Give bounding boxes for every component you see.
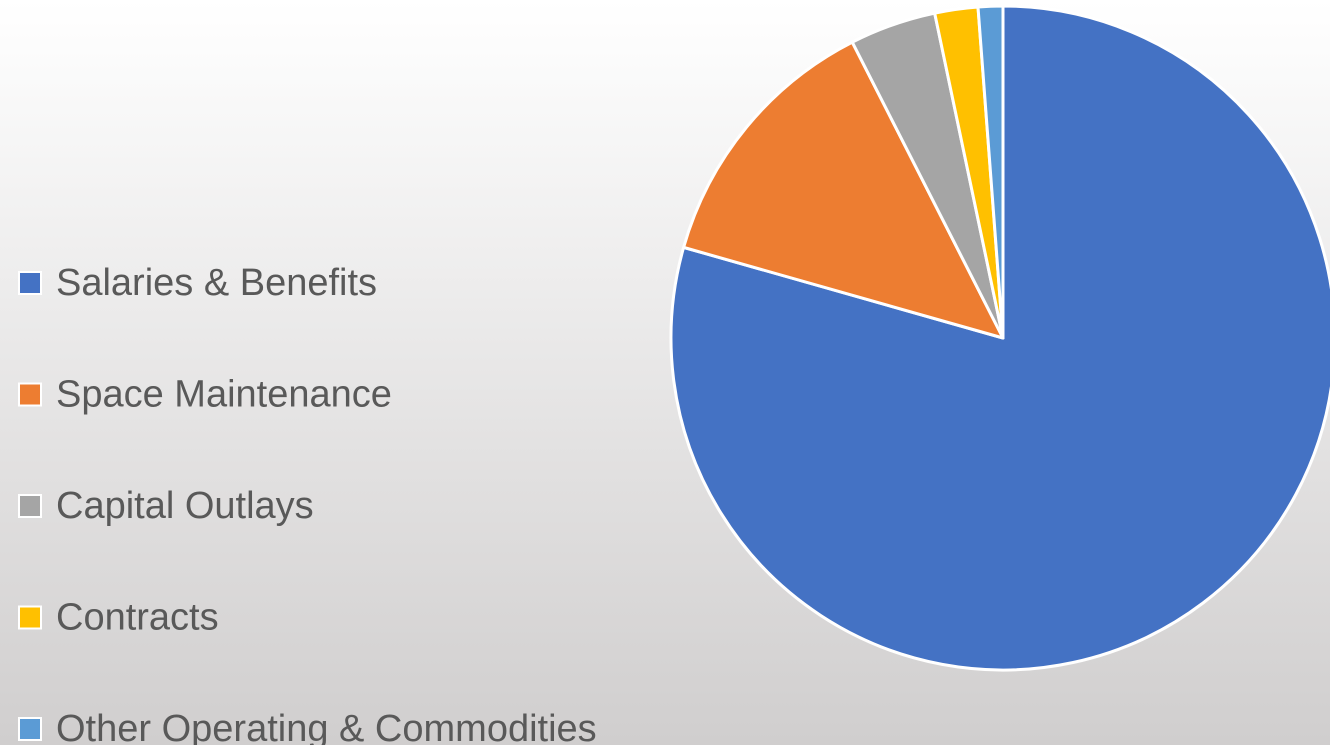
legend-label: Space Maintenance [56,374,392,416]
legend-swatch [18,271,42,295]
legend-swatch [18,605,42,630]
pie-slice [682,40,1005,340]
legend-swatch [18,717,42,741]
legend-label: Other Operating & Commodities [56,708,597,745]
legend-label: Contracts [56,597,219,639]
legend-swatch [18,382,42,407]
legend-swatch [18,494,42,518]
legend-label: Salaries & Benefits [56,262,377,304]
legend-label: Capital Outlays [56,485,314,527]
pie-slice [976,4,1005,340]
